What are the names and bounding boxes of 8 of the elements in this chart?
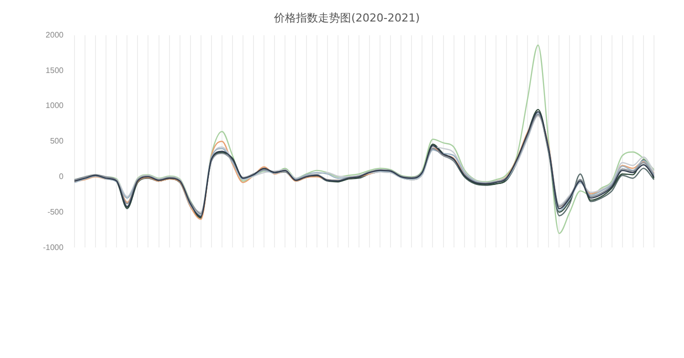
y-tick-label: 1000	[46, 101, 64, 110]
y-tick-label: -500	[47, 207, 64, 216]
y-tick-label: -1000	[42, 242, 64, 252]
y-tick-label: 0	[59, 172, 64, 182]
y-tick-label: 2000	[46, 30, 64, 40]
y-tick-label: 1500	[46, 66, 64, 75]
chart-title: 价格指数走势图(2020-2021)	[273, 11, 420, 24]
y-tick-label: 500	[50, 136, 64, 146]
